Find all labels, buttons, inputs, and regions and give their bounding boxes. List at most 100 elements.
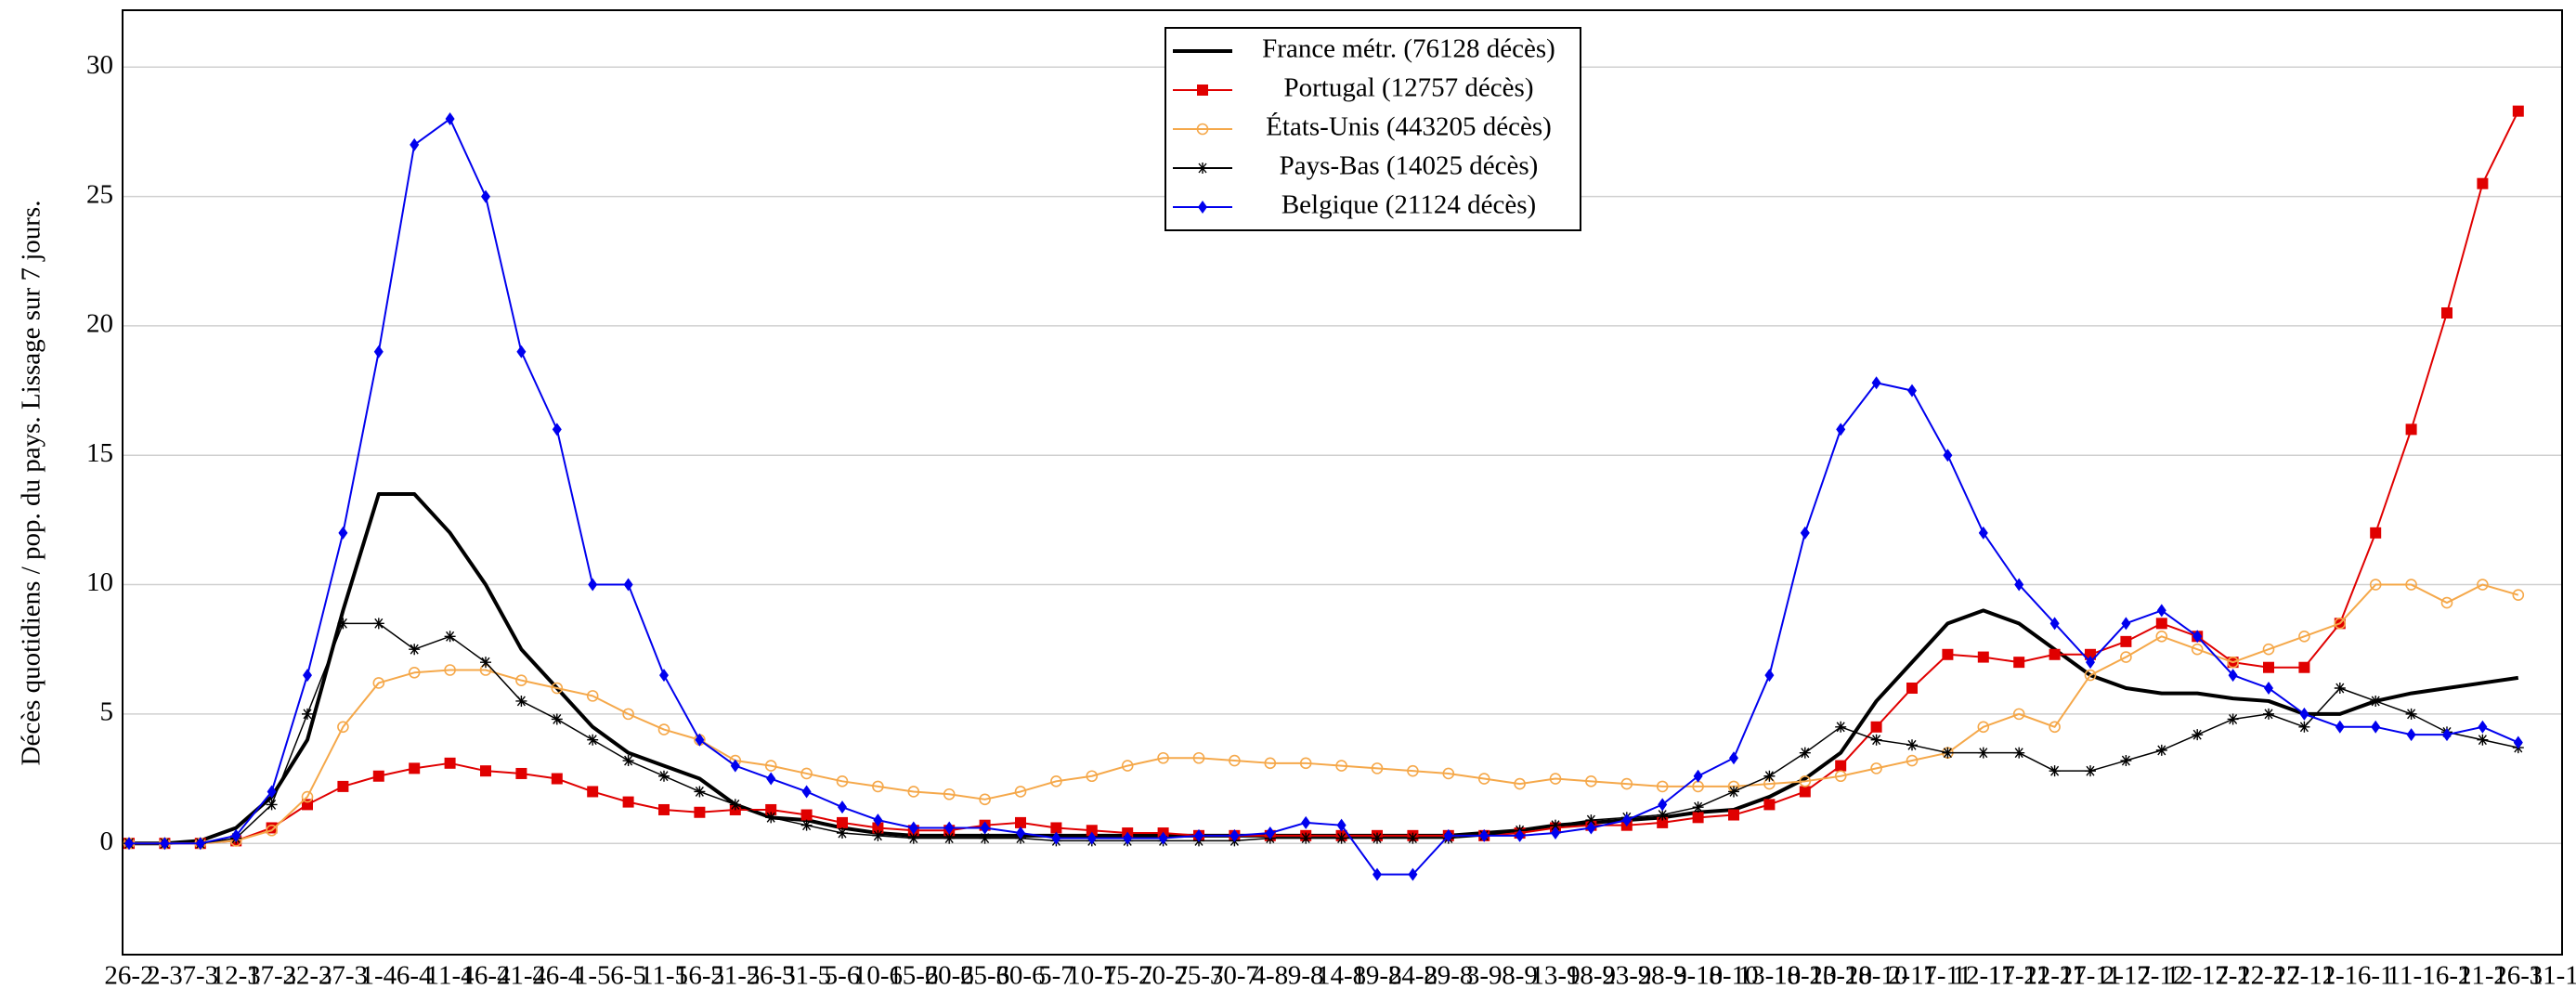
point bbox=[2191, 643, 2204, 656]
y-tick-label: 5 bbox=[100, 697, 114, 727]
x-tick-label: 26-2 bbox=[104, 961, 153, 989]
point bbox=[1408, 867, 1418, 881]
point bbox=[765, 803, 777, 815]
point bbox=[2049, 617, 2060, 631]
x-tick-label: 17-11 bbox=[1988, 961, 2050, 989]
point bbox=[836, 775, 849, 787]
point bbox=[2263, 708, 2274, 720]
point bbox=[1086, 770, 1099, 783]
point bbox=[800, 809, 813, 821]
point bbox=[160, 837, 170, 851]
point bbox=[1799, 747, 1811, 759]
point bbox=[1265, 826, 1275, 840]
point bbox=[444, 631, 456, 643]
point bbox=[516, 345, 527, 358]
point bbox=[302, 708, 313, 720]
x-tick-label: 12-3 bbox=[212, 961, 261, 989]
legend-label: Portugal (12757 décès) bbox=[1284, 73, 1534, 103]
x-tick-label: 29-8 bbox=[1424, 961, 1473, 989]
point bbox=[622, 796, 634, 808]
point bbox=[1086, 825, 1098, 837]
x-tick-label: 12-11 bbox=[1953, 961, 2015, 989]
x-tick-label: 25-7 bbox=[1174, 961, 1223, 989]
y-tick-label: 30 bbox=[86, 50, 113, 80]
point bbox=[1050, 822, 1062, 834]
x-tick-label: 16-5 bbox=[675, 961, 724, 989]
point bbox=[2370, 695, 2382, 707]
point bbox=[800, 819, 813, 831]
x-tick-label: 1-4 bbox=[360, 961, 397, 989]
y-tick-label: 20 bbox=[86, 309, 113, 339]
x-tick-label: 26-4 bbox=[532, 961, 582, 989]
x-tick-label: 3-9 bbox=[1466, 961, 1503, 989]
point bbox=[1157, 751, 1169, 764]
point bbox=[1692, 801, 1704, 813]
x-tick-label: 18-10 bbox=[1774, 961, 1837, 989]
point bbox=[2013, 657, 2025, 669]
point bbox=[2371, 720, 2381, 734]
point bbox=[1800, 526, 1810, 540]
point bbox=[1729, 751, 1738, 765]
point bbox=[1728, 809, 1739, 821]
point bbox=[800, 767, 813, 780]
point bbox=[588, 578, 598, 592]
x-tick-label: 4-8 bbox=[1252, 961, 1288, 989]
point bbox=[586, 690, 599, 702]
point bbox=[1585, 814, 1597, 826]
x-tick-label: 22-12 bbox=[2237, 961, 2300, 989]
point bbox=[2405, 423, 2417, 436]
point bbox=[2369, 579, 2382, 591]
point bbox=[1299, 757, 1312, 770]
x-tick-label: 10-7 bbox=[1067, 961, 1116, 989]
legend-label: France métr. (76128 décès) bbox=[1262, 34, 1555, 64]
point bbox=[907, 786, 920, 798]
point bbox=[2512, 105, 2524, 117]
point bbox=[551, 773, 563, 785]
point bbox=[1943, 449, 1953, 462]
point bbox=[515, 695, 527, 707]
point bbox=[2264, 682, 2273, 696]
x-tick-label: 2-3 bbox=[147, 961, 183, 989]
point bbox=[1586, 821, 1596, 835]
point bbox=[1371, 762, 1384, 774]
point bbox=[2335, 720, 2345, 734]
point bbox=[1977, 721, 1990, 734]
point bbox=[1907, 384, 1917, 397]
point bbox=[730, 759, 740, 773]
point bbox=[1906, 739, 1918, 751]
x-tick-label: 14-8 bbox=[1317, 961, 1366, 989]
point bbox=[2012, 708, 2025, 721]
point bbox=[515, 767, 527, 779]
point bbox=[2013, 747, 2025, 759]
x-tick-label: 13-10 bbox=[1738, 961, 1802, 989]
point bbox=[979, 832, 991, 844]
point bbox=[1229, 828, 1240, 842]
point bbox=[1479, 828, 1490, 842]
series-line bbox=[129, 622, 2518, 844]
point bbox=[1335, 760, 1347, 772]
point bbox=[2442, 728, 2452, 742]
point bbox=[2228, 669, 2238, 683]
point bbox=[1942, 747, 1954, 759]
point bbox=[694, 806, 706, 818]
point bbox=[337, 780, 349, 792]
point bbox=[764, 760, 777, 772]
point bbox=[2477, 734, 2489, 746]
x-tick-label: 22-11 bbox=[2023, 961, 2086, 989]
point bbox=[2049, 721, 2061, 734]
point bbox=[2298, 721, 2310, 733]
x-tick-label: 18-9 bbox=[1567, 961, 1616, 989]
point bbox=[410, 137, 420, 151]
point bbox=[337, 721, 349, 734]
legend-box bbox=[1164, 27, 1581, 231]
point bbox=[979, 793, 991, 806]
point bbox=[1978, 526, 1988, 540]
point bbox=[1514, 777, 1526, 790]
point bbox=[1477, 773, 1490, 785]
point bbox=[943, 832, 956, 844]
x-tick-label: 17-12 bbox=[2202, 961, 2265, 989]
point bbox=[1264, 757, 1277, 770]
point bbox=[1585, 775, 1597, 787]
legend-marker bbox=[1196, 123, 1209, 136]
